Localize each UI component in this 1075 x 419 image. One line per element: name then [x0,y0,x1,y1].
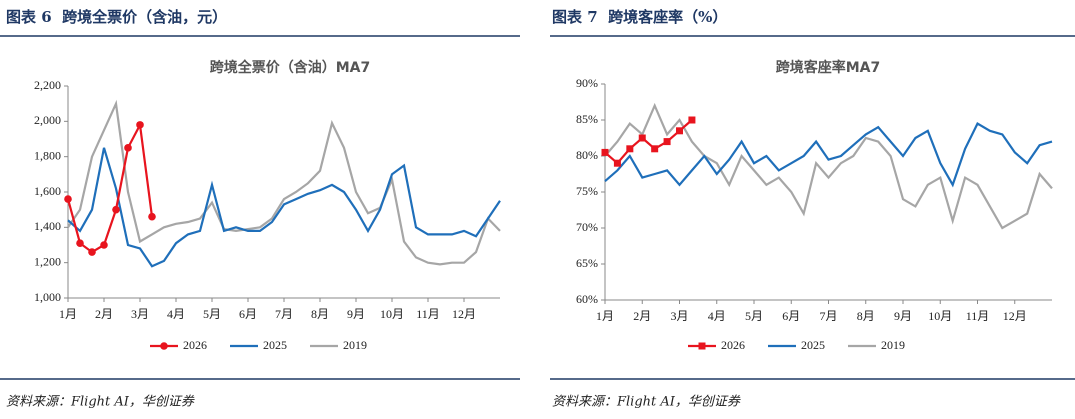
y-tick-label: 85% [576,112,598,126]
figure-source: 资料来源：Flight AI，华创证券 [6,395,195,410]
x-tick-label: 3月 [670,309,688,323]
figure-source: 资料来源：Flight AI，华创证券 [552,395,741,410]
y-tick-label: 65% [576,256,598,270]
x-tick-label: 6月 [239,307,257,321]
x-tick-label: 6月 [782,309,800,323]
y-tick-label: 2,200 [34,78,61,92]
x-tick-label: 12月 [1003,309,1027,323]
marker [160,342,168,350]
y-tick-label: 75% [576,184,598,198]
marker [601,148,609,156]
x-tick-label: 7月 [275,307,293,321]
x-tick-label: 2月 [95,307,113,321]
x-tick-label: 8月 [857,309,875,323]
chart-title: 跨境客座率MA7 [776,59,881,76]
marker [698,342,706,350]
series-line [67,99,501,266]
marker [136,121,144,129]
series-line [67,147,501,268]
x-tick-label: 1月 [596,309,614,323]
x-tick-label: 2月 [633,309,651,323]
legend-label: 2025 [801,338,825,352]
x-tick-label: 5月 [745,309,763,323]
x-tick-label: 7月 [819,309,837,323]
marker [76,239,84,248]
x-tick-label: 3月 [131,307,149,321]
marker [676,127,683,135]
marker [112,205,120,214]
x-tick-label: 10月 [380,307,404,321]
x-tick-label: 9月 [894,309,912,323]
marker [638,134,646,142]
marker [663,138,671,146]
x-tick-label: 4月 [167,307,185,321]
marker [688,116,696,124]
x-tick-label: 10月 [928,309,952,323]
legend-label: 2026 [721,338,745,352]
y-tick-label: 1,000 [34,290,61,304]
y-tick-label: 80% [576,148,598,162]
y-tick-label: 90% [576,76,598,90]
y-tick-label: 1,800 [34,148,61,162]
y-tick-label: 2,000 [34,113,61,127]
x-tick-label: 4月 [708,309,726,323]
marker [651,145,659,153]
series-line [66,121,154,254]
y-tick-label: 60% [576,292,598,306]
marker [64,195,72,203]
x-tick-label: 9月 [347,307,365,321]
series-line [604,122,1053,188]
series-line [604,102,1053,230]
y-tick-label: 1,200 [34,254,61,268]
y-tick-label: 1,600 [34,184,61,198]
legend-label: 2025 [263,338,287,352]
x-tick-label: 11月 [966,309,990,323]
x-tick-label: 8月 [311,307,329,321]
x-tick-label: 12月 [452,307,476,321]
marker [100,241,108,249]
x-tick-label: 5月 [203,307,221,321]
legend-label: 2019 [881,338,905,352]
marker [124,144,132,152]
marker [88,248,96,256]
legend-label: 2026 [183,338,207,352]
figure-caption: 图表 7 跨境客座率（%） [552,8,727,26]
marker [626,145,634,153]
legend-label: 2019 [343,338,367,352]
marker [148,212,156,221]
x-tick-label: 11月 [416,307,440,321]
marker [613,159,621,167]
y-tick-label: 70% [576,220,598,234]
figure-caption: 图表 6 跨境全票价（含油，元） [6,8,227,26]
x-tick-label: 1月 [59,307,77,321]
chart-title: 跨境全票价（含油）MA7 [210,59,371,76]
y-tick-label: 1,400 [34,219,61,233]
